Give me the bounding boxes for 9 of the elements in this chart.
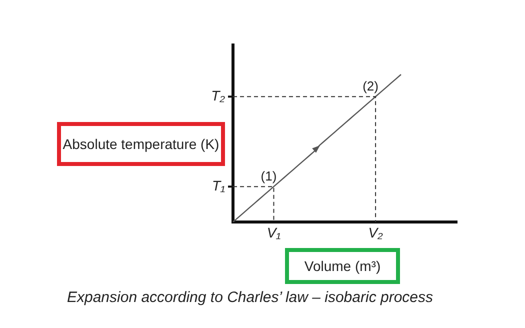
x-tick-label: V₁ (266, 224, 282, 240)
annotation: (1) (260, 168, 277, 184)
x-tick-label: V₂ (368, 224, 384, 240)
text: Expansion according to Charles’ law – isobaric process (66, 288, 434, 308)
text: T₁ (212, 177, 226, 194)
annotation: (2) (362, 78, 378, 94)
x-axis-title: Volume (m³) (285, 248, 400, 284)
y-axis-title: Absolute temperature (K) (57, 122, 225, 166)
text: T₂ (211, 88, 226, 104)
